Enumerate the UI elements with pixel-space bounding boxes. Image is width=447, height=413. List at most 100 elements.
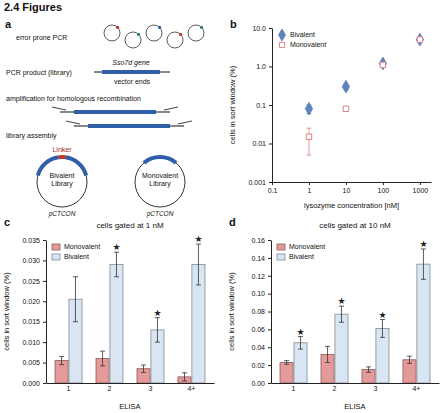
tick-mark	[43, 260, 46, 261]
legend-label: Bivalent	[64, 253, 89, 260]
tick: 0.00	[251, 380, 271, 387]
tick: 100	[378, 182, 390, 194]
tick: 0.14	[251, 255, 271, 262]
point	[342, 80, 349, 92]
error-bar	[343, 107, 348, 111]
tick: 1000	[413, 182, 429, 194]
significance-mark: ★	[153, 308, 161, 318]
tick: 0.010	[22, 339, 46, 346]
point	[417, 37, 422, 42]
chart-title: cells gated at 10 nM	[319, 221, 391, 230]
tick-label: 10	[343, 187, 351, 194]
tick-label: 2	[333, 385, 337, 392]
tick-label: 0.1	[268, 187, 278, 194]
point	[379, 57, 386, 69]
tick-label: 0.08	[251, 308, 265, 315]
tick-mark	[269, 67, 272, 68]
tick: 1	[308, 182, 312, 194]
error-bar	[100, 351, 105, 366]
plasmid-label: pCTCON	[48, 210, 76, 218]
plasmid-icon	[104, 25, 120, 41]
vector-end	[170, 126, 184, 127]
tick-label: 0.1	[256, 102, 266, 109]
step-label: amplification for homologous recombinati…	[6, 95, 141, 103]
error-bar	[141, 365, 146, 372]
primer	[164, 107, 178, 110]
tick-label: 4+	[412, 385, 420, 392]
tick-label: 0.001	[248, 179, 266, 186]
legend-label: Bivalent	[289, 253, 314, 260]
error-bar	[114, 252, 119, 277]
error-bar	[155, 318, 160, 343]
legend-swatch	[52, 244, 60, 250]
point	[305, 102, 312, 114]
tick-mark	[346, 182, 347, 185]
primer	[178, 121, 192, 124]
tick-label: 0.16	[251, 237, 265, 244]
tick-mark	[43, 301, 46, 302]
tick-label: 0.04	[251, 344, 265, 351]
legend-label: Monovalent	[289, 243, 325, 250]
tick: 0.015	[22, 318, 46, 325]
axis: 0.0010.010.11.010.0	[248, 25, 272, 186]
error-bar	[59, 356, 64, 364]
tick: 0.02	[251, 362, 271, 369]
tick-mark	[268, 365, 271, 366]
figure: 2.4 Figures aerror prone PCRPCR product (…	[0, 0, 447, 413]
plasmid: MonovalentLibrarypCTCON	[135, 155, 185, 218]
heading: 2.4 Figures	[4, 1, 62, 13]
axis: 1234+	[272, 383, 440, 392]
chart-title: cells gated at 1 nM	[96, 221, 163, 230]
tick-label: 3	[149, 385, 153, 392]
tick-mark	[383, 182, 384, 185]
tick-label: 0.000	[22, 380, 40, 387]
marks	[55, 244, 205, 383]
axis-title: cells in sort window (%)	[227, 272, 236, 351]
gene-bar	[74, 110, 156, 114]
significance-mark: ★	[419, 239, 427, 249]
linker-arc	[58, 155, 66, 159]
gene-label: Sso7d gene	[112, 59, 149, 67]
tick-label: 1.0	[256, 63, 266, 70]
error-bar	[366, 367, 371, 372]
axis-line	[273, 182, 432, 183]
tick-label: 0.020	[22, 298, 40, 305]
diagram: aerror prone PCRPCR product (library)Sso…	[5, 18, 204, 218]
legend-entry: Bivalent	[277, 253, 314, 260]
tick: 10	[343, 182, 351, 194]
tick-label: 0.14	[251, 255, 265, 262]
tick-label: 0.06	[251, 326, 265, 333]
plasmid-icon	[125, 32, 141, 48]
tick-label: 0.030	[22, 257, 40, 264]
tick-label: 1000	[413, 187, 429, 194]
mutation-dot	[116, 26, 119, 29]
tick: 10.0	[252, 25, 272, 32]
tick: 0.08	[251, 308, 271, 315]
tick-mark	[43, 281, 46, 282]
tick-mark	[269, 144, 272, 145]
gene-arc	[143, 155, 178, 164]
bar	[280, 362, 293, 383]
tick-mark	[268, 312, 271, 313]
tick-mark	[309, 182, 310, 185]
gene-bar	[102, 70, 160, 74]
tick-mark	[272, 182, 273, 185]
tick-mark	[269, 28, 272, 29]
axis-line	[47, 383, 215, 384]
vector-end	[94, 72, 102, 73]
significance-mark: ★	[296, 327, 304, 337]
error-bar	[380, 320, 385, 338]
tick: 0.12	[251, 272, 271, 279]
tick: 0.030	[22, 257, 46, 264]
tick-label: 3	[374, 385, 378, 392]
tick: 0.025	[22, 278, 46, 285]
step-label: error prone PCR	[16, 34, 67, 42]
tick-label: 0.00	[251, 380, 265, 387]
legend-entry: Monovalent	[279, 41, 326, 48]
error-bar	[421, 249, 426, 279]
mutation-dot	[158, 26, 161, 29]
tick-label: 0.010	[22, 339, 40, 346]
bar	[335, 314, 348, 383]
significance-mark: ★	[112, 242, 120, 252]
tick-label: 2	[108, 385, 112, 392]
